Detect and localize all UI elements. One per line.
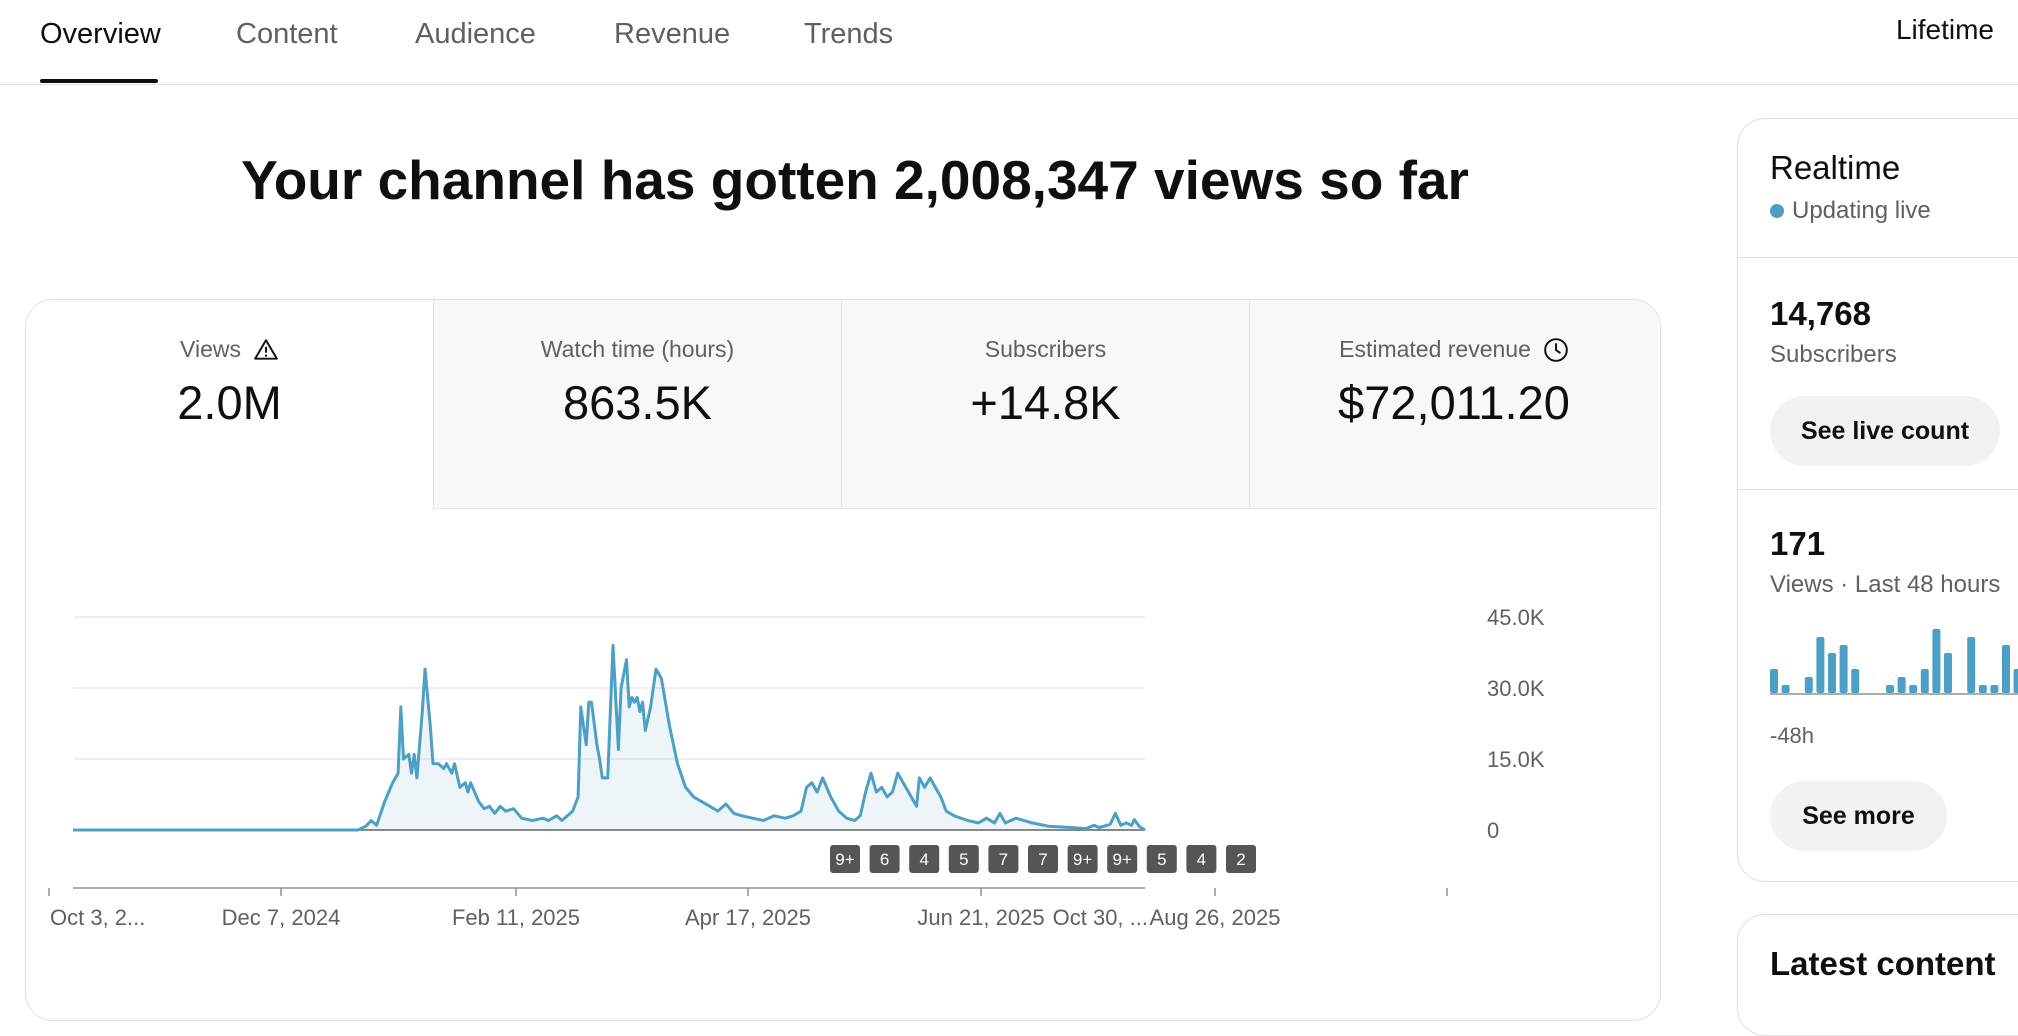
realtime-bar [1967,637,1976,693]
video-marker-count: 7 [1038,850,1047,869]
video-marker-count: 7 [999,850,1008,869]
realtime-bar [1828,653,1836,693]
live-dot-icon [1770,204,1784,218]
realtime-bar [1804,677,1813,693]
realtime-bar [1886,685,1894,693]
see-more-button[interactable]: See more [1770,781,1947,851]
video-marker: 4 [909,845,940,873]
realtime-bar [1990,685,1999,693]
see-live-count-button[interactable]: See live count [1770,396,2000,466]
latest-content-panel: Latest content [1737,914,2018,1036]
video-marker-count: 4 [919,850,928,869]
realtime-bar [1920,669,1929,693]
realtime-bar [2002,645,2010,693]
active-tab-indicator [40,79,158,83]
video-marker: 7 [1028,845,1058,873]
realtime-bar [1816,637,1825,693]
realtime-bar [1851,669,1860,693]
x-tick-label: Apr 17, 2025 [685,905,811,930]
latest-content-title: Latest content [1770,945,1996,982]
x-tick-label: Feb 11, 2025 [452,905,580,930]
metric-value: 2.0M [177,376,282,429]
metric-value: $72,011.20 [1338,376,1570,429]
video-marker-count: 5 [1157,850,1166,869]
metric-label: Watch time (hours) [540,336,735,362]
metric-tab-subscribers[interactable]: Subscribers +14.8K [842,300,1250,509]
y-tick-label: 45.0K [1487,605,1545,630]
x-axis-ticks: Oct 3, 2... Dec 7, 2024 Feb 11, 2025 Apr 17… [48,888,1448,930]
realtime-bar [1897,677,1906,693]
video-marker-count: 9+ [835,850,854,869]
y-tick-label: 0 [1487,818,1499,843]
metric-label: Estimated revenue [1339,336,1531,362]
tab-revenue[interactable]: Revenue [614,18,731,50]
realtime-title: Realtime [1770,149,1901,186]
realtime-panel: Realtime Updating live 14,768 Subscriber… [1737,118,2018,882]
realtime-bar [1978,685,1987,693]
metric-value: 863.5K [563,376,712,429]
live-status: Updating live [1770,197,1931,225]
realtime-bar [1770,669,1778,693]
video-marker-count: 2 [1236,850,1245,869]
x-tick-label: Aug 26, 2025 [1150,905,1281,930]
realtime-bar [1909,685,1918,693]
tab-overview[interactable]: Overview [40,18,161,50]
realtime-bar-chart[interactable] [1770,629,2018,705]
x-tick-label: Jun 21, 2025 [917,905,1044,930]
realtime-bar [1781,685,1790,693]
divider [1738,489,2018,490]
video-marker: 7 [988,845,1019,873]
y-tick-label: 30.0K [1487,676,1545,701]
video-marker: 9+ [1107,845,1138,873]
tab-trends[interactable]: Trends [804,18,894,50]
metric-tab-estimated-revenue[interactable]: Estimated revenue $72,011.20 [1250,300,1658,509]
metric-value: +14.8K [970,376,1121,429]
metric-tab-watch-time[interactable]: Watch time (hours) 863.5K [434,300,842,509]
clock-icon[interactable] [1543,337,1569,363]
metric-label: Views [180,336,241,362]
x-tick-label: Oct 3, 2... [50,905,145,930]
y-tick-label: 15.0K [1487,747,1545,772]
realtime-bar [1932,629,1941,693]
tab-content[interactable]: Content [236,18,338,50]
video-markers: 9+ 6 4 5 7 7 9+ 9+ 5 4 2 [830,845,1256,873]
metric-tab-views[interactable]: Views 2.0M [26,300,434,509]
views-chart[interactable]: 45.0K 30.0K 15.0K 0 9+ 6 4 5 7 7 9+ 9+ 5 4 2 Oct 3, 2… [26,300,1660,1020]
tab-audience[interactable]: Audience [415,18,536,50]
date-range-selector[interactable]: Lifetime [1895,14,1994,45]
video-marker-count: 5 [959,850,968,869]
video-marker: 6 [869,845,900,873]
live-status-label: Updating live [1792,197,1931,224]
x-tick-label: Oct 30, ... [1053,905,1148,930]
views-series-line [73,643,1146,832]
subscribers-label: Subscribers [1770,341,1897,368]
metric-label: Subscribers [984,336,1107,362]
video-marker-count: 6 [880,850,889,869]
video-marker: 5 [1146,845,1177,873]
video-marker-count: 9+ [1073,850,1092,869]
video-marker: 4 [1186,845,1217,873]
video-marker: 5 [948,845,979,873]
video-marker: 9+ [830,845,860,873]
x-tick-label: Dec 7, 2024 [222,905,341,930]
video-marker: 2 [1226,845,1256,873]
page-headline: Your channel has gotten 2,008,347 views … [241,149,1469,211]
y-axis-ticks: 45.0K 30.0K 15.0K 0 [1487,605,1545,843]
video-marker-count: 9+ [1113,850,1132,869]
views-48h-count: 171 [1770,525,1826,562]
realtime-bar [1944,653,1952,693]
video-marker-count: 4 [1197,850,1206,869]
metrics-card: Views 2.0M Watch time (hours) 863.5K Sub… [25,299,1661,1021]
views-area-fill [73,645,1145,830]
tab-bar: Overview Content Audience Revenue Trends… [0,0,2018,85]
video-marker: 9+ [1067,845,1098,873]
views-48h-label: Views · Last 48 hours [1770,571,2001,598]
range-label: -48h [1770,723,1815,748]
realtime-bar [1839,645,1848,693]
subscribers-count: 14,768 [1770,295,1871,332]
warning-icon[interactable] [253,337,279,363]
realtime-bar [2013,669,2018,693]
divider [1738,257,2018,258]
